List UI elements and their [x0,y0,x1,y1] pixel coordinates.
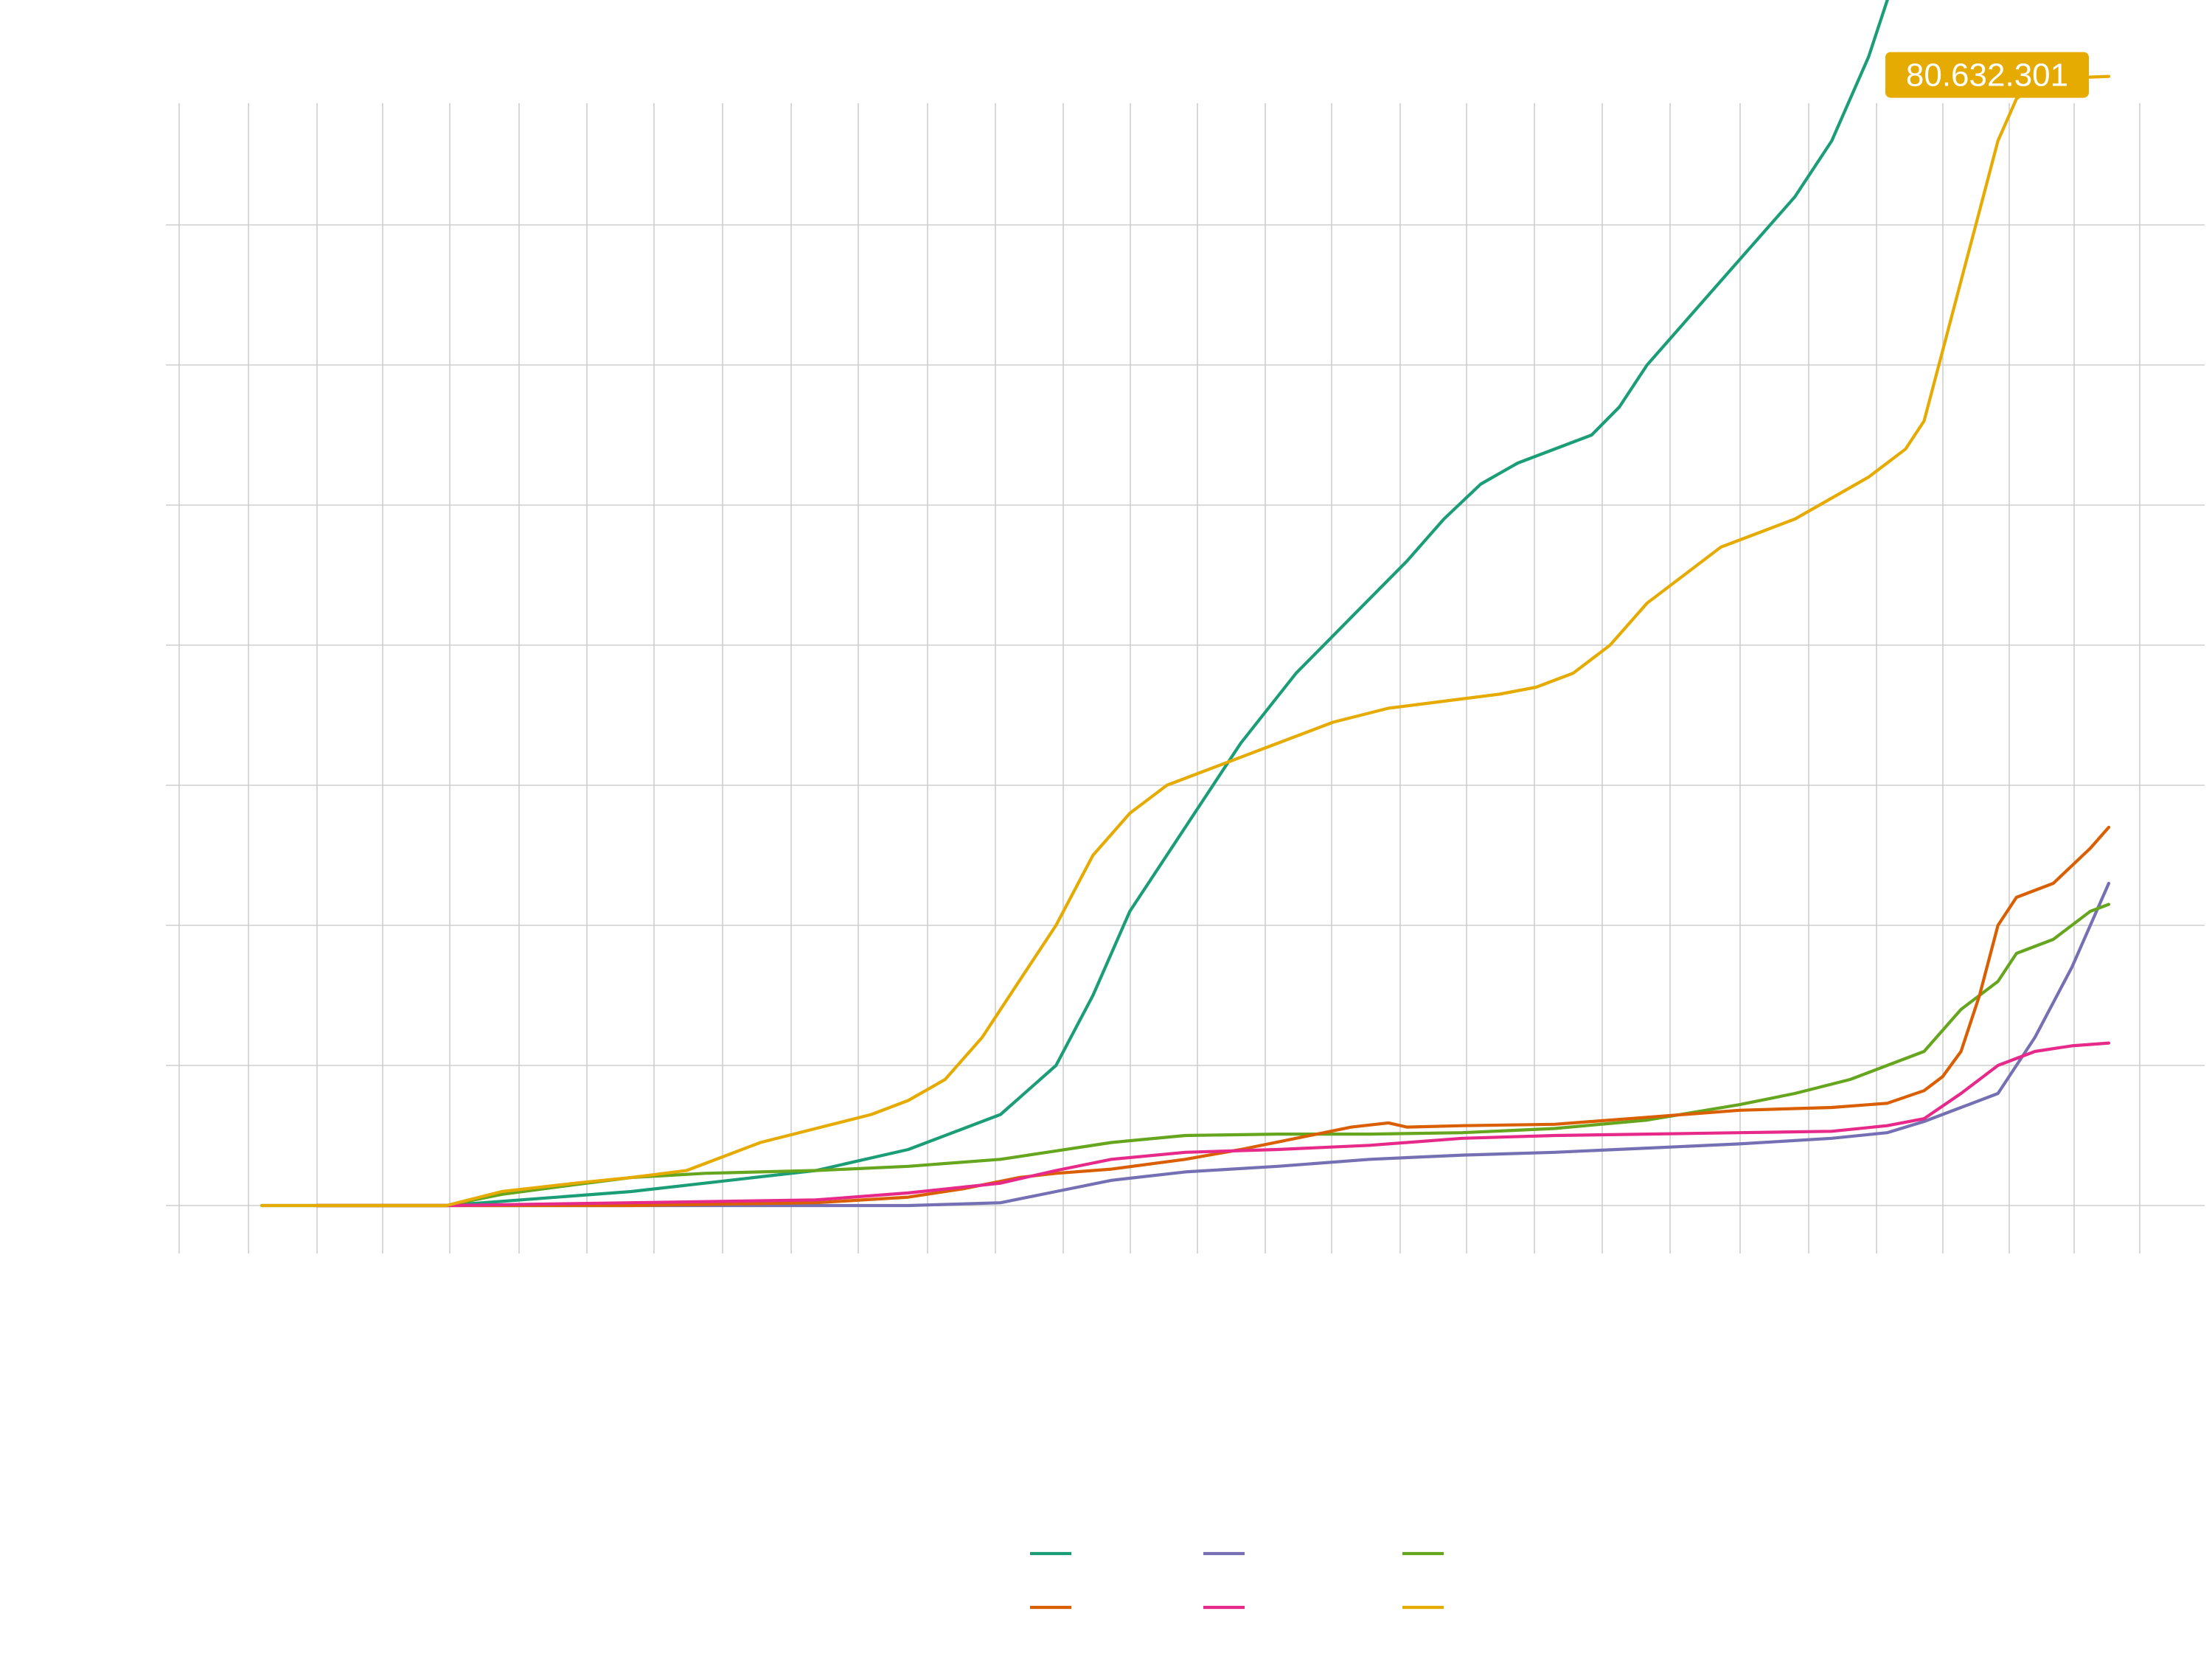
series-line-3 [316,902,2111,1208]
callout-label-2: 80.632.301 [1906,58,2068,94]
legend [1030,1551,1444,1610]
series-line-4 [316,825,2111,1208]
series-line-6 [260,74,2111,1208]
callouts: 187.949.86880.632.301 [1885,52,2089,98]
callout-box-2 [1885,52,2089,98]
series-line-1 [260,0,1889,1208]
grid [166,103,2205,1253]
series-line-5 [316,1041,2111,1208]
series-lines [260,0,2111,1208]
series-line-2 [316,881,2111,1208]
